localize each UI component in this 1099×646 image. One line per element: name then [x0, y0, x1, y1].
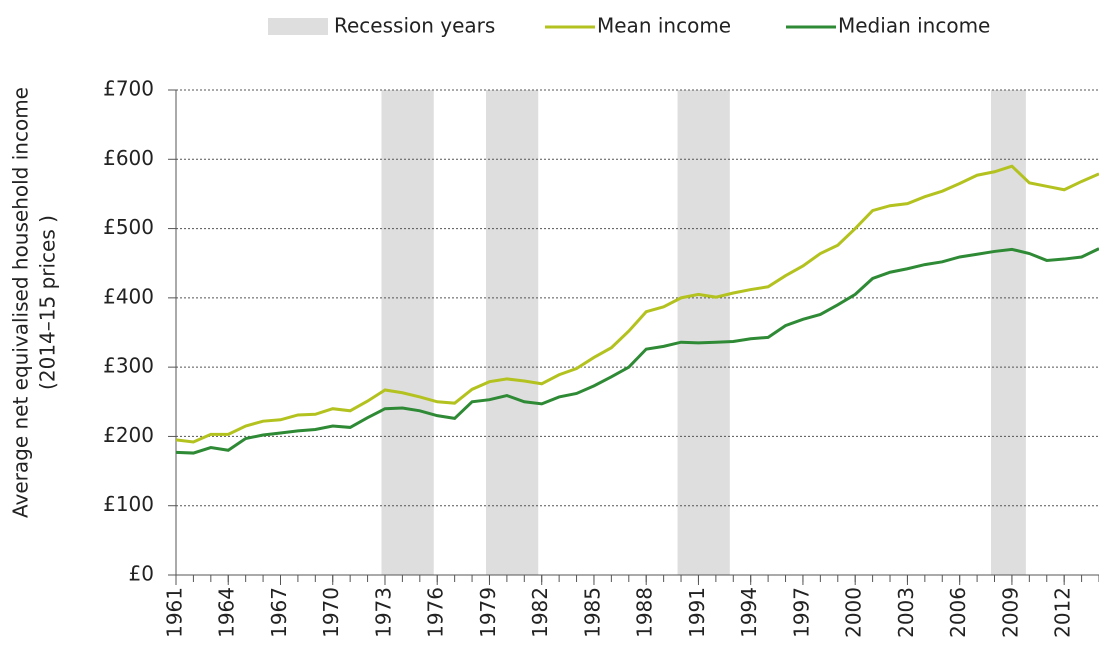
- legend-label: Mean income: [597, 14, 731, 38]
- x-tick-label: 2009: [998, 587, 1022, 638]
- y-tick-label: £500: [103, 215, 154, 239]
- x-tick-label: 1976: [424, 587, 448, 638]
- y-tick-label: £400: [103, 284, 154, 308]
- x-tick-label: 2006: [946, 587, 970, 638]
- x-tick-label: 2000: [842, 587, 866, 638]
- x-tick-label: 1973: [371, 587, 395, 638]
- x-tick-label: 1988: [633, 587, 657, 638]
- legend-label: Median income: [838, 14, 990, 38]
- recession-band: [991, 90, 1026, 575]
- y-tick-label: £300: [103, 354, 154, 378]
- y-axis-label: (2014–15 prices ): [36, 215, 60, 390]
- x-tick-label: 1985: [580, 587, 604, 638]
- x-tick-label: 1997: [789, 587, 813, 638]
- legend-label: Recession years: [334, 14, 495, 38]
- x-tick-label: 2003: [894, 587, 918, 638]
- x-tick-label: 1991: [685, 587, 709, 638]
- x-tick-label: 1982: [528, 587, 552, 638]
- x-tick-label: 1961: [163, 587, 187, 638]
- x-tick-label: 2012: [1051, 587, 1075, 638]
- y-tick-label: £700: [103, 77, 154, 101]
- legend-swatch: [268, 18, 328, 35]
- x-tick-label: 1964: [215, 587, 239, 638]
- x-tick-label: 1994: [737, 587, 761, 638]
- recession-band: [677, 90, 730, 575]
- x-tick-label: 1967: [267, 587, 291, 638]
- y-tick-label: £0: [129, 562, 154, 586]
- x-tick-label: 1979: [476, 587, 500, 638]
- y-tick-label: £600: [103, 146, 154, 170]
- y-tick-label: £200: [103, 423, 154, 447]
- recession-band: [485, 90, 539, 575]
- x-tick-label: 1970: [319, 587, 343, 638]
- y-axis-label: Average net equivalised household income: [9, 87, 33, 518]
- y-tick-label: £100: [103, 492, 154, 516]
- recession-band: [381, 90, 434, 575]
- series-line: [175, 164, 1099, 444]
- series-line: [175, 247, 1099, 455]
